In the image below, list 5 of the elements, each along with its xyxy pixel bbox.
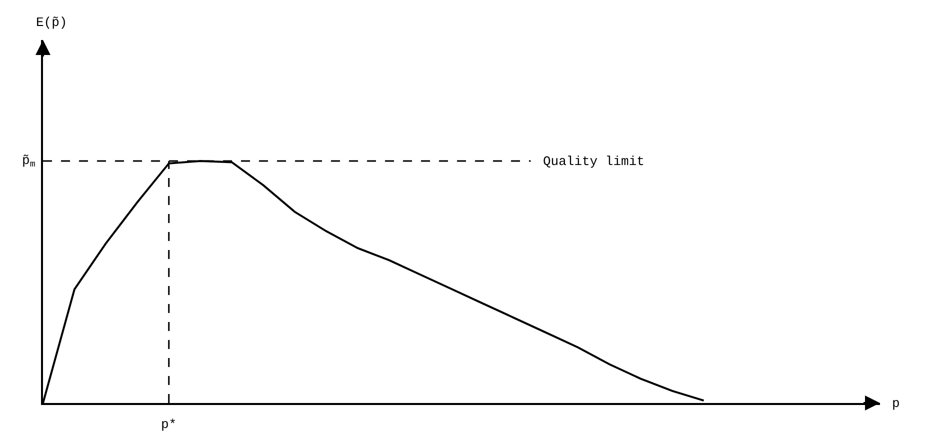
text: p (892, 396, 900, 411)
ref-line-label: p̃$_{m}$ (22, 153, 36, 170)
text: p* (161, 417, 177, 432)
annotation: Quality limit (543, 154, 644, 169)
text: E(p̃) (36, 15, 68, 30)
